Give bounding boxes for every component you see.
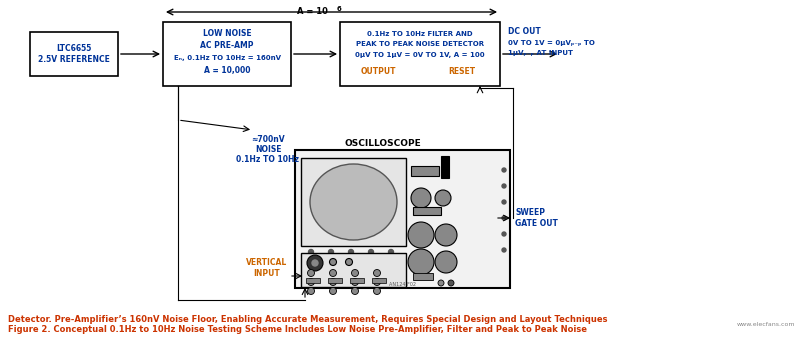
Bar (163, 22, 291, 86)
Bar (413, 273, 433, 280)
Circle shape (448, 280, 454, 286)
Bar (301, 253, 406, 287)
Text: RESET: RESET (448, 67, 476, 76)
Bar (340, 22, 500, 86)
Bar (328, 278, 342, 283)
Text: ≈700nV: ≈700nV (251, 135, 285, 145)
Bar (441, 156, 449, 178)
Text: 0V TO 1V = 0μVₚ₋ₚ TO: 0V TO 1V = 0μVₚ₋ₚ TO (508, 40, 595, 46)
Circle shape (435, 251, 457, 273)
Text: 6: 6 (337, 6, 342, 12)
Circle shape (307, 255, 323, 271)
Circle shape (308, 278, 314, 285)
Text: www.elecfans.com: www.elecfans.com (737, 323, 795, 328)
Circle shape (502, 184, 506, 188)
Text: 0.1Hz TO 10Hz: 0.1Hz TO 10Hz (236, 155, 300, 164)
Circle shape (411, 188, 431, 208)
Text: AN124 F02: AN124 F02 (389, 282, 416, 287)
Circle shape (368, 249, 373, 254)
Circle shape (309, 249, 314, 254)
Circle shape (346, 258, 352, 266)
Bar (30, 32, 118, 76)
Circle shape (435, 190, 451, 206)
Text: 0.1Hz TO 10Hz FILTER AND: 0.1Hz TO 10Hz FILTER AND (368, 31, 473, 37)
Bar (295, 150, 510, 288)
Circle shape (308, 287, 314, 295)
Circle shape (373, 278, 380, 285)
Circle shape (502, 248, 506, 252)
Bar (301, 158, 406, 246)
Circle shape (373, 287, 380, 295)
Circle shape (329, 249, 334, 254)
Circle shape (348, 249, 354, 254)
Circle shape (312, 260, 318, 266)
Text: LTC6655
2.5V REFERENCE: LTC6655 2.5V REFERENCE (38, 44, 110, 64)
Circle shape (438, 280, 444, 286)
Text: A = 10: A = 10 (297, 6, 327, 16)
Circle shape (330, 270, 336, 276)
Text: DC OUT: DC OUT (508, 28, 541, 36)
Circle shape (330, 287, 336, 295)
Circle shape (408, 249, 434, 275)
Circle shape (435, 224, 457, 246)
Text: VERTICAL
INPUT: VERTICAL INPUT (246, 258, 287, 278)
Text: OUTPUT: OUTPUT (360, 67, 396, 76)
Bar (413, 207, 441, 215)
Text: AC PRE-AMP: AC PRE-AMP (200, 40, 254, 50)
Circle shape (502, 232, 506, 236)
Circle shape (351, 287, 359, 295)
Circle shape (388, 249, 393, 254)
Circle shape (351, 278, 359, 285)
Text: 1μVₚ₋ₚ AT INPUT: 1μVₚ₋ₚ AT INPUT (508, 50, 573, 56)
Text: A = 10,000: A = 10,000 (204, 66, 250, 75)
Text: Detector. Pre-Amplifier’s 160nV Noise Floor, Enabling Accurate Measurement, Requ: Detector. Pre-Amplifier’s 160nV Noise Fl… (8, 315, 608, 325)
Text: 0μV TO 1μV = 0V TO 1V, A = 100: 0μV TO 1μV = 0V TO 1V, A = 100 (355, 52, 485, 58)
Circle shape (330, 258, 336, 266)
Text: LOW NOISE: LOW NOISE (202, 30, 251, 38)
Circle shape (408, 222, 434, 248)
Text: NOISE: NOISE (255, 146, 281, 154)
Circle shape (502, 200, 506, 204)
Text: OSCILLOSCOPE: OSCILLOSCOPE (344, 140, 421, 149)
Circle shape (351, 270, 359, 276)
Circle shape (308, 270, 314, 276)
Text: Eₙ, 0.1Hz TO 10Hz = 160nV: Eₙ, 0.1Hz TO 10Hz = 160nV (173, 55, 280, 61)
Circle shape (330, 278, 336, 285)
Bar (350, 278, 364, 283)
Circle shape (502, 216, 506, 220)
Text: SWEEP
GATE OUT: SWEEP GATE OUT (515, 208, 558, 228)
Circle shape (373, 270, 380, 276)
Bar (306, 278, 320, 283)
Circle shape (502, 168, 506, 172)
Bar (411, 166, 439, 176)
Bar (372, 278, 386, 283)
Text: Figure 2. Conceptual 0.1Hz to 10Hz Noise Testing Scheme Includes Low Noise Pre-A: Figure 2. Conceptual 0.1Hz to 10Hz Noise… (8, 326, 587, 335)
Ellipse shape (310, 164, 397, 240)
Text: PEAK TO PEAK NOISE DETECTOR: PEAK TO PEAK NOISE DETECTOR (356, 41, 484, 47)
